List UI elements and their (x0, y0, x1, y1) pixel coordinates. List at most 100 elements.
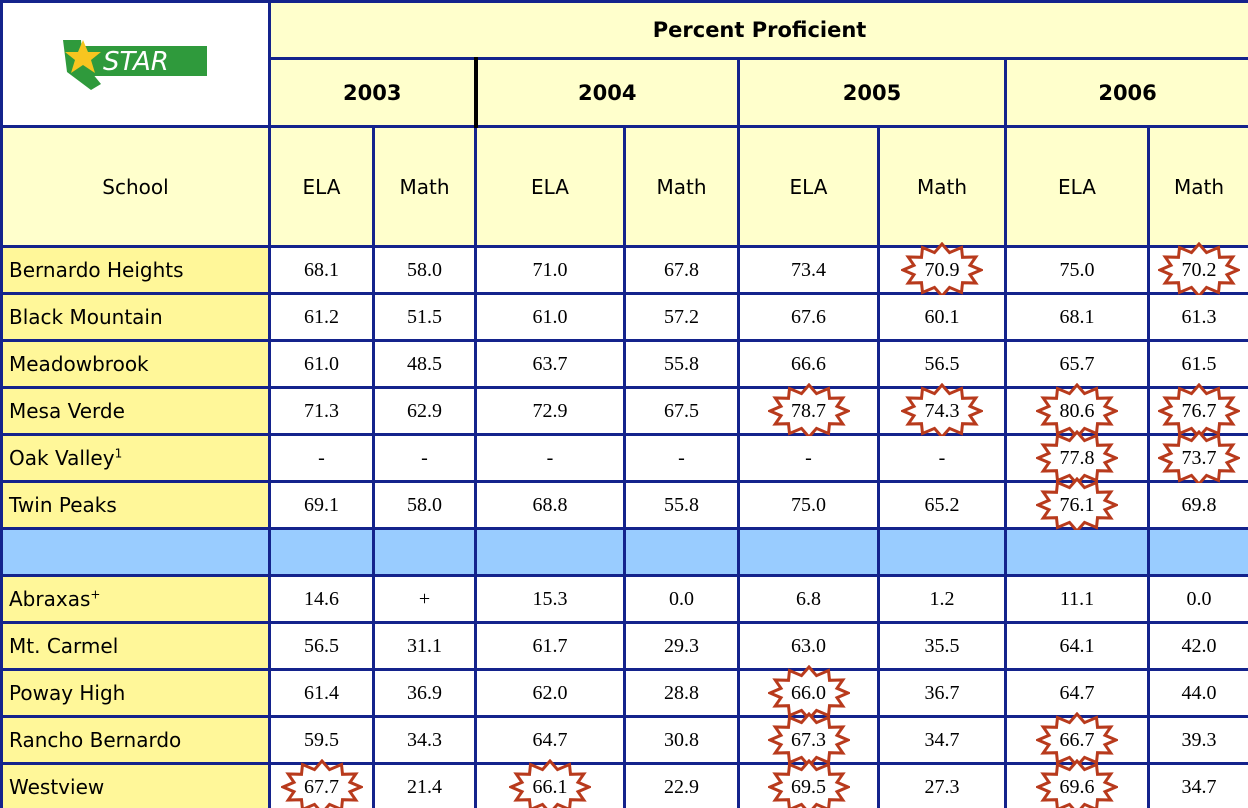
value: 60.1 (924, 305, 960, 328)
highlight-star (901, 383, 983, 439)
value-cell: 74.3 (877, 383, 1007, 439)
value-cell: 34.7 (1146, 762, 1248, 808)
value: 67.3 (791, 728, 826, 751)
value: 39.3 (1181, 728, 1217, 751)
blank-cell (623, 527, 740, 577)
value-cell: 34.3 (372, 715, 477, 765)
value-cell: 48.5 (372, 339, 477, 389)
highlight-star (509, 759, 591, 808)
value: 63.7 (532, 352, 568, 375)
school-name: Westview (0, 762, 271, 808)
value: 6.8 (796, 587, 821, 610)
value-cell: 65.2 (877, 480, 1007, 530)
subject-cell: ELA (474, 125, 626, 248)
value: 61.7 (532, 634, 568, 657)
highlight-star (1158, 430, 1241, 486)
value-cell: 61.7 (474, 621, 626, 671)
value: 61.4 (304, 681, 339, 704)
star-outline (1158, 383, 1241, 439)
value-cell: 61.4 (268, 668, 375, 718)
value-cell: 42.0 (1146, 621, 1248, 671)
value: 72.9 (532, 399, 568, 422)
value-cell: 55.8 (623, 339, 740, 389)
star-outline (767, 759, 850, 808)
value-cell: 68.1 (1004, 292, 1150, 342)
logo-band (78, 46, 207, 76)
star-outline (767, 712, 850, 768)
highlight-star (1036, 430, 1118, 486)
value: 30.8 (664, 728, 699, 751)
school-text: Twin Peaks (9, 493, 117, 517)
value: 36.9 (407, 681, 442, 704)
value-cell: 70.2 (1146, 242, 1248, 298)
value: 66.7 (1059, 728, 1095, 751)
separator-row (0, 527, 1248, 577)
logo-text: STAR (103, 47, 169, 77)
value: 73.7 (1181, 446, 1217, 469)
value-cell: 29.3 (623, 621, 740, 671)
year-row: 2003 2004 2005 2006 (2, 57, 1248, 128)
value-cell: 44.0 (1146, 668, 1248, 718)
value-cell: 67.3 (737, 712, 880, 768)
value: 65.7 (1059, 352, 1095, 375)
value-cell: 67.7 (268, 759, 375, 808)
title-cell: Percent Proficient (267, 0, 1248, 60)
star-outline (1036, 383, 1118, 439)
school-name: Poway High (0, 668, 271, 718)
value: 70.2 (1181, 258, 1217, 281)
year-cell: 2005 (737, 57, 1007, 128)
highlight-star (767, 759, 850, 808)
value-cell: 73.4 (737, 245, 880, 295)
highlight-star (1036, 477, 1118, 533)
value: 75.0 (791, 493, 826, 516)
highlight-star (901, 242, 983, 298)
blank-cell (877, 527, 1007, 577)
highlight-star (767, 665, 850, 721)
highlight-star (767, 383, 850, 439)
value: 67.8 (664, 258, 699, 281)
value-cell: 55.8 (623, 480, 740, 530)
value-cell: 59.5 (268, 715, 375, 765)
subject-cell: ELA (737, 125, 880, 248)
value: 34.7 (924, 728, 960, 751)
value-cell: 27.3 (877, 762, 1007, 808)
highlight-star (1036, 759, 1118, 808)
value: - (805, 446, 812, 469)
star-outline (901, 383, 983, 439)
value: + (418, 587, 431, 610)
school-name: Rancho Bernardo (0, 715, 271, 765)
value-cell: 73.7 (1146, 430, 1248, 486)
school-row: Mesa Verde 71.3 62.9 72.9 67.5 78.7 74.3 80.6 76… (0, 383, 1248, 439)
value: 31.1 (407, 634, 442, 657)
value: 66.0 (791, 681, 826, 704)
blank-cell (1004, 527, 1150, 577)
value-cell: 34.7 (877, 715, 1007, 765)
value: 64.7 (532, 728, 568, 751)
value: - (318, 446, 325, 469)
value-cell: 64.7 (1004, 668, 1150, 718)
value: 80.6 (1059, 399, 1095, 422)
school-row: Abraxas+ 14.6 +15.3 0.0 6.8 1.2 11.1 0.0 (0, 574, 1248, 624)
value-cell: 36.9 (372, 668, 477, 718)
value-cell: 66.0 (737, 665, 880, 721)
star-outline (1036, 759, 1118, 808)
school-label: School (0, 125, 271, 248)
value: 27.3 (924, 775, 960, 798)
value: 71.0 (532, 258, 568, 281)
school-name: Bernardo Heights (0, 245, 271, 295)
value-cell: - (372, 433, 477, 483)
value-cell: 67.6 (737, 292, 880, 342)
footnote-mark: + (90, 587, 101, 602)
value-cell: 61.5 (1146, 339, 1248, 389)
value-cell: 0.0 (623, 574, 740, 624)
blank-cell (372, 527, 477, 577)
value: 65.2 (924, 493, 960, 516)
logo: STAR (62, 40, 207, 90)
value-cell: 69.8 (1146, 480, 1248, 530)
value: 67.7 (304, 775, 339, 798)
school-text: Black Mountain (9, 305, 163, 329)
value: 11.1 (1059, 587, 1095, 610)
star-outline (280, 759, 363, 808)
value-cell: 56.5 (268, 621, 375, 671)
value: 61.5 (1181, 352, 1217, 375)
